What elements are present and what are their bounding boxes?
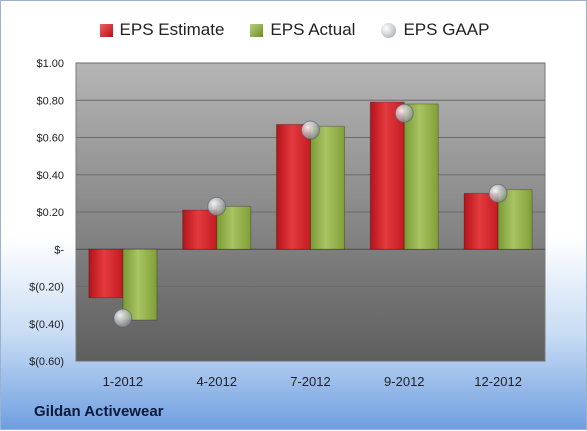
- x-tick-label: 9-2012: [384, 374, 424, 389]
- x-axis-labels: 1-2012 4-2012 7-2012 9-2012 12-2012: [103, 374, 522, 389]
- x-tick-label: 4-2012: [196, 374, 236, 389]
- y-tick-label: $0.80: [36, 95, 64, 107]
- y-tick-label: $0.60: [36, 133, 64, 145]
- legend-swatch-gaap: [381, 22, 397, 38]
- gaap-markers: [113, 103, 508, 328]
- marker-eps-gaap: [301, 120, 320, 140]
- y-tick-label: $0.20: [36, 207, 64, 219]
- bar-eps-estimate: [88, 248, 124, 299]
- y-tick-label: $(0.60): [29, 356, 64, 368]
- bar-eps-estimate: [463, 192, 499, 250]
- y-tick-label: $1.00: [36, 58, 64, 70]
- legend-item-estimate: EPS Estimate: [99, 20, 225, 40]
- marker-eps-gaap: [113, 308, 133, 328]
- legend-swatch-actual: [250, 23, 264, 37]
- legend-item-gaap: EPS GAAP: [381, 20, 489, 40]
- y-tick-label: $0.40: [36, 170, 64, 182]
- chart-legend: EPS Estimate EPS Actual EPS GAAP: [1, 17, 587, 43]
- x-tick-label: 7-2012: [290, 374, 330, 389]
- x-tick-label: 1-2012: [103, 374, 143, 389]
- legend-item-actual: EPS Actual: [250, 20, 355, 40]
- x-tick-label: 12-2012: [474, 374, 522, 389]
- bar-eps-estimate: [369, 101, 405, 250]
- y-tick-label: $-: [54, 244, 64, 256]
- bar-eps-actual: [122, 248, 158, 321]
- bar-eps-actual: [310, 125, 345, 250]
- bar-eps-actual: [403, 103, 439, 250]
- y-tick-label: $(0.40): [29, 319, 64, 331]
- marker-eps-gaap: [488, 183, 508, 203]
- legend-label-estimate: EPS Estimate: [119, 20, 225, 39]
- legend-swatch-estimate: [99, 23, 113, 37]
- bar-eps-estimate: [182, 209, 218, 250]
- y-tick-label: $(0.20): [29, 282, 64, 294]
- bar-eps-estimate: [276, 123, 311, 250]
- legend-label-gaap: EPS GAAP: [403, 20, 490, 39]
- legend-label-actual: EPS Actual: [270, 20, 356, 39]
- bars: [88, 101, 533, 321]
- company-name: Gildan Activewear: [34, 403, 164, 420]
- marker-eps-gaap: [207, 196, 227, 216]
- y-axis-labels: $1.00 $0.80 $0.60 $0.40 $0.20 $- $(0.20) $(0.40…: [29, 58, 64, 368]
- marker-eps-gaap: [394, 103, 414, 123]
